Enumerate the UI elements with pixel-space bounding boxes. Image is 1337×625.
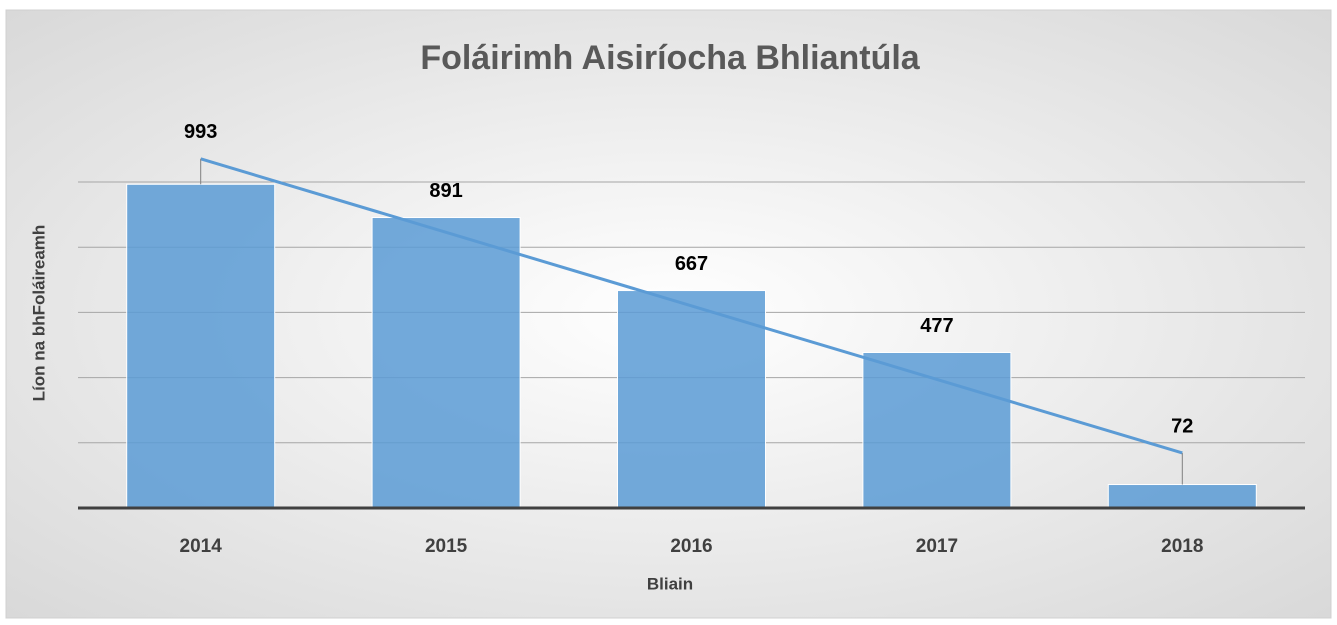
data-label: 891 (429, 180, 462, 202)
data-label: 72 (1171, 415, 1193, 437)
bar (617, 290, 766, 509)
x-tick-label: 2017 (916, 536, 958, 557)
data-label: 477 (920, 315, 953, 337)
y-axis-title: Líon na bhFoláireamh (29, 225, 48, 402)
chart-title: Foláirimh Aisiríocha Bhliantúla (420, 39, 920, 77)
x-tick-label: 2015 (425, 536, 468, 557)
bar (1107, 484, 1257, 509)
bar (371, 217, 521, 509)
bar (862, 351, 1012, 509)
x-tick-label: 2016 (670, 536, 712, 557)
x-tick-label: 2018 (1161, 536, 1203, 557)
bar (126, 183, 276, 509)
data-label: 993 (184, 121, 217, 143)
x-tick-label: 2014 (180, 536, 223, 557)
data-label: 667 (675, 253, 708, 275)
x-axis-title: Bliain (647, 574, 693, 593)
trendline (200, 157, 1183, 455)
